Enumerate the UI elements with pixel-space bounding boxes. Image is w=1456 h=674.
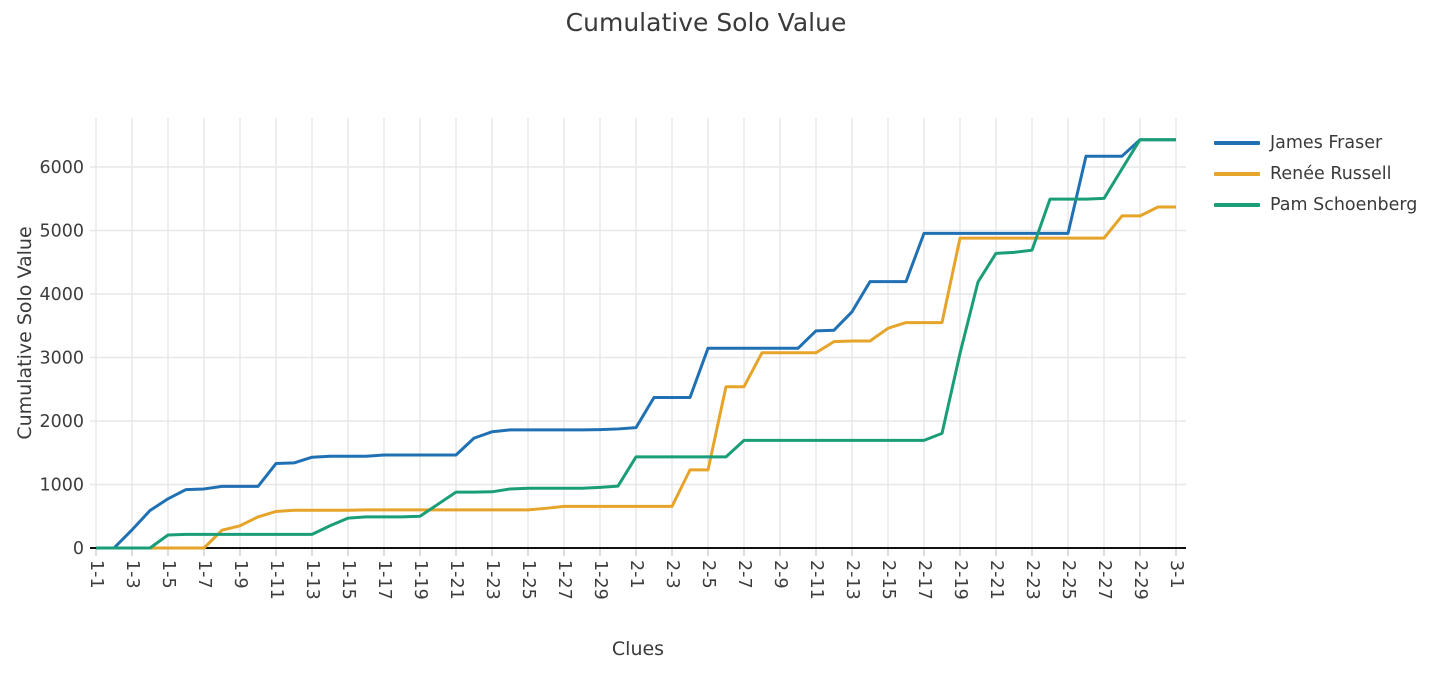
svg-text:1-9: 1-9 — [230, 560, 250, 589]
svg-text:1-25: 1-25 — [518, 560, 538, 600]
legend-swatch — [1214, 202, 1260, 207]
svg-text:4000: 4000 — [39, 285, 84, 305]
svg-text:2-27: 2-27 — [1094, 560, 1114, 600]
series-line-james-fraser — [96, 138, 1176, 550]
svg-text:1-19: 1-19 — [410, 560, 430, 600]
svg-text:1-11: 1-11 — [266, 560, 286, 600]
svg-text:1-21: 1-21 — [446, 560, 466, 600]
y-axis-title: Cumulative Solo Value — [14, 226, 36, 440]
svg-text:1-15: 1-15 — [338, 560, 358, 600]
x-tick-labels: 1-1 1-3 1-5 1-7 1-9 1-11 1-13 1-15 1-17 1-19 1-21 1… — [86, 560, 1186, 600]
legend-item: James Fraser — [1214, 131, 1417, 154]
svg-text:2-29: 2-29 — [1130, 560, 1150, 600]
x-tick-marks — [95, 548, 1177, 556]
svg-text:1-27: 1-27 — [554, 560, 574, 600]
svg-text:1-23: 1-23 — [482, 560, 502, 600]
svg-text:1-5: 1-5 — [158, 560, 178, 589]
svg-text:2-19: 2-19 — [950, 560, 970, 600]
legend-swatch — [1214, 171, 1260, 176]
gridlines — [90, 118, 1186, 549]
svg-text:2-15: 2-15 — [878, 560, 898, 600]
legend: James Fraser Renée Russell Pam Schoenberg — [1214, 131, 1417, 216]
legend-label: Pam Schoenberg — [1270, 194, 1418, 215]
svg-text:0: 0 — [73, 539, 84, 559]
svg-text:1-29: 1-29 — [590, 560, 610, 600]
svg-text:1-17: 1-17 — [374, 560, 394, 600]
svg-text:1-13: 1-13 — [302, 560, 322, 600]
svg-text:2-23: 2-23 — [1022, 560, 1042, 600]
svg-text:1000: 1000 — [39, 476, 84, 496]
svg-text:6000: 6000 — [39, 158, 84, 178]
svg-text:3-1: 3-1 — [1166, 560, 1186, 589]
series-line-ren-e-russell — [96, 205, 1176, 550]
svg-text:2-21: 2-21 — [986, 560, 1006, 600]
svg-text:2000: 2000 — [39, 412, 84, 432]
svg-text:1-7: 1-7 — [194, 560, 214, 589]
svg-text:2-5: 2-5 — [698, 560, 718, 589]
svg-text:2-11: 2-11 — [806, 560, 826, 600]
legend-item: Renée Russell — [1214, 162, 1417, 185]
legend-label: James Fraser — [1270, 132, 1383, 153]
svg-text:2-9: 2-9 — [770, 560, 790, 589]
svg-text:5000: 5000 — [39, 222, 84, 242]
x-axis-title: Clues — [611, 638, 665, 660]
legend-swatch — [1214, 140, 1260, 145]
svg-text:2-1: 2-1 — [626, 560, 646, 589]
svg-text:2-25: 2-25 — [1058, 560, 1078, 600]
series-line-pam-schoenberg — [96, 138, 1176, 550]
chart-title: Cumulative Solo Value — [565, 8, 847, 37]
svg-text:2-13: 2-13 — [842, 560, 862, 600]
svg-text:3000: 3000 — [39, 349, 84, 369]
svg-text:1-1: 1-1 — [86, 560, 106, 589]
y-tick-labels: 0 1000 2000 3000 4000 5000 6000 — [39, 158, 84, 559]
legend-item: Pam Schoenberg — [1214, 193, 1417, 216]
svg-text:2-17: 2-17 — [914, 560, 934, 600]
svg-text:1-3: 1-3 — [122, 560, 142, 589]
svg-text:2-7: 2-7 — [734, 560, 754, 589]
legend-label: Renée Russell — [1270, 163, 1392, 184]
svg-text:2-3: 2-3 — [662, 560, 682, 589]
